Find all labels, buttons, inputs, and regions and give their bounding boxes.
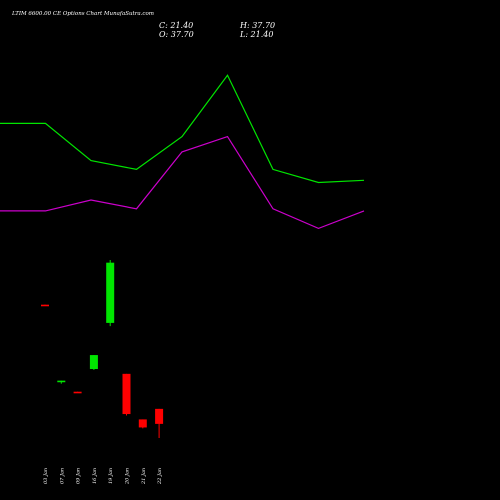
candle-body xyxy=(57,380,66,383)
open-value: O: 37.70 xyxy=(159,30,194,39)
candle-body xyxy=(122,373,131,415)
x-axis-label: 21 Jan xyxy=(141,468,147,485)
x-axis-label: 22 Jan xyxy=(157,468,163,485)
candle-body xyxy=(41,304,49,307)
candle-body xyxy=(138,419,147,428)
candle-body xyxy=(155,408,164,424)
x-axis-labels: 03 Jan 07 Jan 09 Jan 16 Jan 19 Jan 20 Jan 21 J… xyxy=(43,468,163,485)
high-value: H: 37.70 xyxy=(239,21,275,30)
overlay-line-2 xyxy=(0,135,365,230)
overlay-lines xyxy=(0,74,365,230)
chart-title: LTIM 6600.00 CE Options Chart MunafaSutr… xyxy=(11,11,154,17)
x-axis-label: 09 Jan xyxy=(76,468,82,484)
overlay-line-1 xyxy=(0,74,365,184)
candle-body xyxy=(73,391,82,394)
candle-body xyxy=(106,262,115,323)
x-axis-label: 03 Jan xyxy=(43,468,49,484)
x-axis-label: 19 Jan xyxy=(108,468,114,484)
close-value: C: 21.40 xyxy=(159,21,193,30)
candle-body xyxy=(89,355,98,370)
candles xyxy=(41,260,164,438)
x-axis-label: 20 Jan xyxy=(125,468,131,485)
low-value: L: 21.40 xyxy=(239,30,273,39)
x-axis-label: 16 Jan xyxy=(92,468,98,484)
x-axis-label: 07 Jan xyxy=(59,468,65,484)
